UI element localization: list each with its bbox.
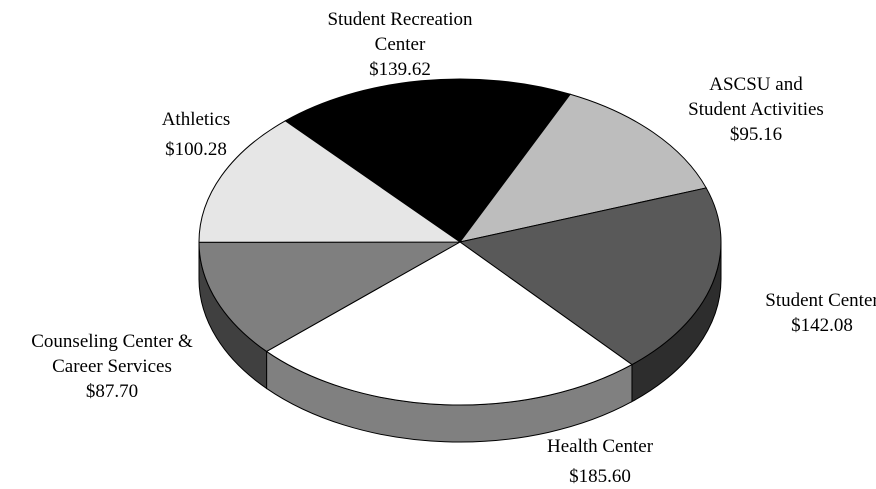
value-label: $87.70 [31, 379, 192, 404]
category-name: Counseling Center & Career Services [31, 329, 192, 379]
category-name: Athletics [162, 107, 231, 132]
slice-label: ASCSU and Student Activities$95.16 [688, 72, 824, 147]
slice-label: Student Recreation Center$139.62 [327, 7, 472, 82]
value-label: $139.62 [327, 57, 472, 82]
category-name: Health Center [547, 434, 653, 459]
slice-label: Athletics $100.28 [162, 107, 231, 162]
value-label: $95.16 [688, 122, 824, 147]
value-label: $142.08 [765, 313, 876, 338]
category-name: Student Center [765, 288, 876, 313]
slice-label: Student Center$142.08 [765, 288, 876, 338]
category-name: Student Recreation Center [327, 7, 472, 57]
slice-label: Health Center $185.60 [547, 434, 653, 489]
category-name: ASCSU and Student Activities [688, 72, 824, 122]
value-label: $185.60 [547, 464, 653, 489]
value-label: $100.28 [162, 137, 231, 162]
slice-label: Counseling Center & Career Services$87.7… [31, 329, 192, 404]
